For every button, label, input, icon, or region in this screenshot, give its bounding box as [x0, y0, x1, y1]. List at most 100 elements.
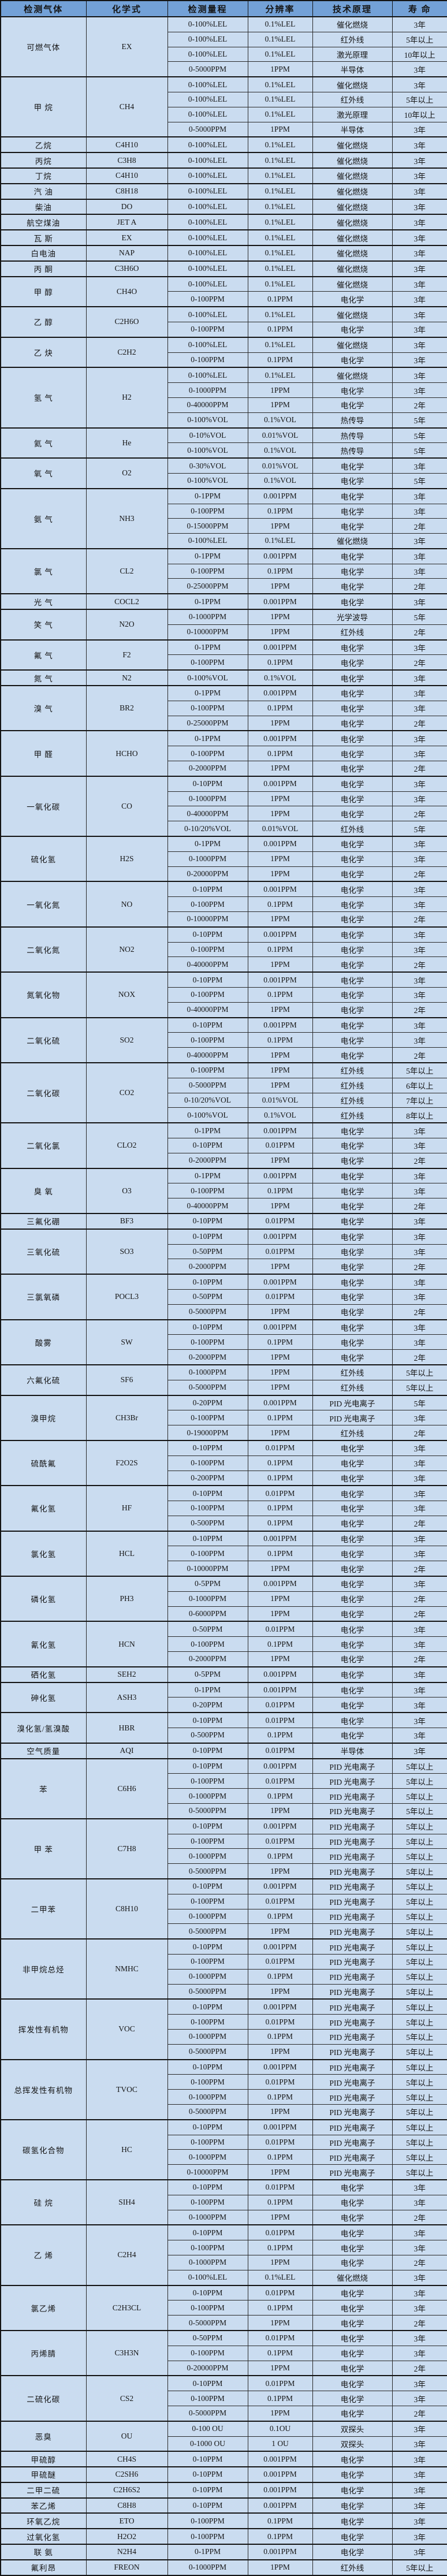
table-row: 0-100PPM 0.1PPM 电化学 3年: [1, 503, 447, 519]
resolution-cell: 0.01PPM: [247, 2329, 313, 2346]
table-row: 0-5000PPM 1PPM PID 光电离子 5年以上: [1, 2043, 447, 2060]
range-cell: 0-20000PPM: [167, 866, 248, 882]
table-row: 氯 气 CL2 0-1PPM 0.001PPM 电化学 3年: [0, 548, 447, 594]
principle-cell: 电化学: [312, 352, 393, 368]
range-cell: 0-100PPM: [167, 1893, 248, 1909]
table-row: 甲硫醇 CH4S 0-10PPM 0.001PPM 电化学 3年: [0, 2451, 447, 2467]
range-cell: 0-1PPM: [167, 487, 248, 504]
table-row: 甲 苯 C7H8 0-10PPM 0.001PPM PID 光电离子 5年以上: [0, 1818, 447, 1879]
lifespan-cell: 5年: [392, 412, 447, 429]
lifespan-cell: 3年: [392, 291, 447, 307]
principle-cell: 电化学: [312, 896, 393, 913]
lifespan-cell: 3年: [392, 367, 447, 384]
table-row: 氦 气 He 0-10%VOL 0.01%VOL 热传导 5年: [0, 427, 447, 459]
gas-name-cell: 总挥发性有机物: [0, 2058, 87, 2120]
principle-cell: 电化学: [312, 1274, 393, 1290]
table-row: 六氟化硫 SF6 0-1000PPM 1PPM 红外线 5年以上: [0, 1364, 447, 1396]
gas-name-cell: 丙烯腈: [0, 2329, 87, 2376]
resolution-cell: 0.001PPM: [247, 1319, 313, 1335]
formula-cell: NAP: [85, 244, 168, 262]
range-cell: 0-100%LEL: [167, 91, 248, 107]
range-cell: 0-20PPM: [167, 1697, 248, 1713]
table-row: 二氧化硫 SO2 0-10PPM 0.001PPM 电化学 3年: [0, 1017, 447, 1063]
formula-cell: C3H6O: [85, 260, 168, 277]
resolution-cell: 0.1%LEL: [247, 229, 313, 246]
range-cell: 0-10000PPM: [167, 624, 248, 641]
resolution-cell: 1PPM: [247, 1561, 313, 1577]
lifespan-cell: 5年以上: [392, 91, 447, 107]
formula-cell: NH3: [85, 487, 168, 549]
formula-cell: C2H6S2: [85, 2481, 168, 2499]
formula-cell: He: [85, 427, 168, 459]
table-row: 0-100PPM 0.1PPM 电化学 3年: [1, 941, 447, 958]
principle-cell: 电化学: [312, 2329, 393, 2346]
range-cell: 0-100PPM: [167, 2300, 248, 2316]
principle-cell: 电化学: [312, 2466, 393, 2483]
principle-cell: PID 光电离子: [312, 1878, 393, 1894]
table-row: 0-50PPM 0.01PPM 电化学 3年: [1, 1289, 447, 1305]
formula-cell: POCL3: [85, 1274, 168, 1320]
principle-cell: 催化燃烧: [312, 136, 393, 153]
lifespan-cell: 2年: [392, 2405, 447, 2422]
range-cell: 0-10000PPM: [167, 911, 248, 928]
resolution-cell: 0.1PPM: [247, 1546, 313, 1562]
principle-cell: 红外线: [312, 624, 393, 641]
principle-cell: 电化学: [312, 1319, 393, 1335]
principle-cell: PID 光电离子: [312, 1788, 393, 1804]
formula-cell: SIH4: [85, 2179, 168, 2225]
lifespan-cell: 8年以上: [392, 1107, 447, 1123]
principle-cell: 电化学: [312, 730, 393, 747]
table-row: 0-25000PPM 1PPM 电化学 2年: [1, 715, 447, 731]
range-cell: 0-25000PPM: [167, 578, 248, 594]
resolution-cell: 0.01PPM: [247, 2224, 313, 2241]
formula-cell: C7H8: [85, 1818, 168, 1879]
table-row: 氯乙烯 C2H3CL 0-10PPM 0.01PPM 电化学 3年: [0, 2284, 447, 2331]
formula-cell: HF: [85, 1485, 168, 1532]
resolution-cell: 1PPM: [247, 609, 313, 625]
formula-cell: N2: [85, 669, 168, 686]
lifespan-cell: 2年: [392, 806, 447, 822]
table-row: 氨 气 NH3 0-1PPM 0.001PPM 电化学 3年: [0, 487, 447, 549]
resolution-cell: 0.001PPM: [247, 1818, 313, 1834]
lifespan-cell: 3年: [392, 1530, 447, 1547]
resolution-cell: 0.001PPM: [247, 1122, 313, 1138]
principle-cell: 催化燃烧: [312, 76, 393, 92]
principle-cell: 电化学: [312, 1017, 393, 1033]
range-cell: 0-100PPM: [167, 1954, 248, 1970]
lifespan-cell: 3年: [392, 2391, 447, 2406]
range-cell: 0-10PPM: [167, 1530, 248, 1547]
principle-cell: 红外线: [312, 821, 393, 837]
table-row: 0-100PPM 0.1PPM 电化学 3年: [1, 2345, 447, 2361]
principle-cell: 电化学: [312, 2284, 393, 2301]
range-cell: 0-10PPM: [167, 1137, 248, 1153]
column-header-5: 寿 命: [392, 0, 447, 17]
table-row: 0-1000 OU 1 OU 双探头 3年: [1, 2436, 447, 2452]
table-row: 0-100PPM 0.1PPM 电化学 3年: [1, 321, 447, 338]
formula-cell: H2S: [85, 836, 168, 882]
resolution-cell: 1PPM: [247, 1077, 313, 1093]
table-row: 甲 醛 HCHO 0-1PPM 0.001PPM 电化学 3年: [0, 730, 447, 777]
lifespan-cell: 3年: [392, 1167, 447, 1184]
table-row: 0-1000PPM 0.1PPM PID 光电离子 5年以上: [1, 2089, 447, 2105]
resolution-cell: 1PPM: [247, 382, 313, 398]
range-cell: 0-100PPM: [167, 291, 248, 307]
range-cell: 0-100%VOL: [167, 1107, 248, 1123]
lifespan-cell: 5年以上: [392, 2028, 447, 2045]
lifespan-cell: 3年: [392, 260, 447, 277]
principle-cell: PID 光电离子: [312, 2074, 393, 2090]
resolution-cell: 0.001PPM: [247, 836, 313, 852]
range-cell: 0-100PPM: [167, 746, 248, 762]
lifespan-cell: 3年: [392, 2300, 447, 2316]
range-cell: 0-50PPM: [167, 1621, 248, 1637]
table-row: 磷化氢 PH3 0-5PPM 0.001PPM 电化学 3年: [0, 1576, 447, 1622]
principle-cell: PID 光电离子: [312, 1833, 393, 1849]
resolution-cell: 0.01PPM: [247, 1621, 313, 1637]
principle-cell: 电化学: [312, 851, 393, 867]
lifespan-cell: 3年: [392, 971, 447, 988]
formula-cell: EX: [85, 16, 168, 77]
range-cell: 0-10PPM: [167, 2284, 248, 2301]
principle-cell: 电化学: [312, 1515, 393, 1532]
principle-cell: 光学波导: [312, 609, 393, 625]
table-row: 硒化氢 SEH2 0-5PPM 0.001PPM 电化学 3年: [0, 1666, 447, 1683]
lifespan-cell: 3年: [392, 1244, 447, 1260]
